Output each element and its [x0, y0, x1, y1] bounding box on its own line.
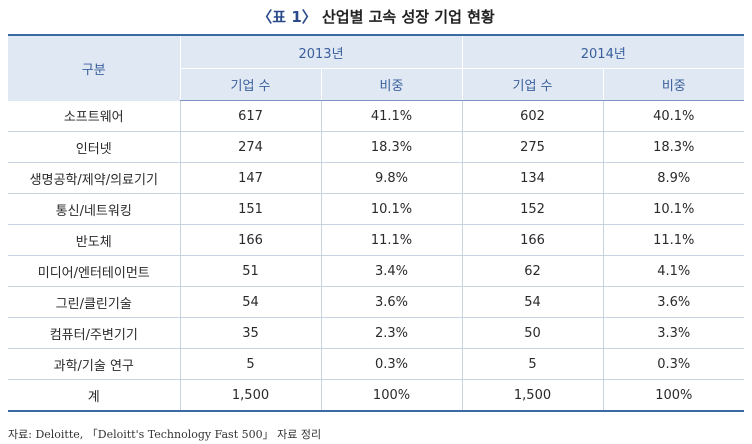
row-share-2013: 3.4%	[320, 255, 463, 287]
table-row: 소프트웨어 617 41.1% 602 40.1%	[8, 100, 745, 132]
row-share-2014: 18.3%	[602, 131, 745, 163]
row-count-2014: 134	[461, 162, 604, 194]
row-share-2014: 11.1%	[602, 224, 745, 256]
row-share-2013: 11.1%	[320, 224, 463, 256]
row-count-2014: 54	[461, 286, 604, 318]
header-category: 구분	[8, 34, 180, 101]
header-share-2013: 비중	[320, 68, 463, 101]
row-share-2013: 0.3%	[320, 348, 463, 380]
row-share-2013: 18.3%	[320, 131, 463, 163]
table-row: 인터넷 274 18.3% 275 18.3%	[8, 131, 745, 163]
table-row: 통신/네트워킹 151 10.1% 152 10.1%	[8, 193, 745, 225]
row-category: 소프트웨어	[8, 100, 180, 132]
row-count-2014: 166	[461, 224, 604, 256]
row-share-2013: 2.3%	[320, 317, 463, 349]
row-category: 통신/네트워킹	[8, 193, 180, 225]
table-row: 과학/기술 연구 5 0.3% 5 0.3%	[8, 348, 745, 380]
row-share-2014: 0.3%	[602, 348, 745, 380]
header-year-2013: 2013년	[179, 34, 463, 69]
row-count-2013: 147	[179, 162, 321, 194]
table-title: 〈표 1〉 산업별 고속 성장 기업 현황	[0, 6, 752, 27]
row-category: 인터넷	[8, 131, 180, 163]
table-row: 컴퓨터/주변기기 35 2.3% 50 3.3%	[8, 317, 745, 349]
header-count-2014: 기업 수	[461, 68, 604, 101]
row-count-2013: 54	[179, 286, 321, 318]
row-count-2014: 62	[461, 255, 604, 287]
row-share-2014: 8.9%	[602, 162, 745, 194]
row-share-2014: 3.3%	[602, 317, 745, 349]
table-body: 소프트웨어 617 41.1% 602 40.1% 인터넷 274 18.3% 275 18.3%…	[8, 100, 745, 412]
row-share-2013: 10.1%	[320, 193, 463, 225]
row-count-2013: 166	[179, 224, 321, 256]
row-category: 과학/기술 연구	[8, 348, 180, 380]
header-count-2013: 기업 수	[179, 68, 321, 101]
row-category: 생명공학/제약/의료기기	[8, 162, 180, 194]
row-count-2014: 50	[461, 317, 604, 349]
row-count-2013: 274	[179, 131, 321, 163]
row-category: 계	[8, 379, 180, 412]
row-category: 미디어/엔터테이먼트	[8, 255, 180, 287]
row-count-2013: 51	[179, 255, 321, 287]
table-row: 그린/클린기술 54 3.6% 54 3.6%	[8, 286, 745, 318]
table-row: 계 1,500 100% 1,500 100%	[8, 379, 745, 412]
table-row: 반도체 166 11.1% 166 11.1%	[8, 224, 745, 256]
row-share-2014: 3.6%	[602, 286, 745, 318]
row-share-2014: 4.1%	[602, 255, 745, 287]
industry-growth-table: 구분 2013년 2014년 기업 수 비중 기업 수 비중 소프트웨어 617 4…	[8, 34, 745, 412]
row-share-2013: 41.1%	[320, 100, 463, 132]
table-row: 미디어/엔터테이먼트 51 3.4% 62 4.1%	[8, 255, 745, 287]
row-category: 반도체	[8, 224, 180, 256]
source-note: 자료: Deloitte, 「Deloitt's Technology Fast…	[8, 428, 322, 441]
row-share-2014: 40.1%	[602, 100, 745, 132]
row-count-2014: 602	[461, 100, 604, 132]
table-title-text: 산업별 고속 성장 기업 현황	[322, 8, 495, 26]
row-count-2014: 1,500	[461, 379, 604, 412]
row-category: 그린/클린기술	[8, 286, 180, 318]
table-number-label: 〈표 1〉	[257, 8, 317, 26]
row-category: 컴퓨터/주변기기	[8, 317, 180, 349]
row-count-2013: 617	[179, 100, 321, 132]
row-count-2013: 35	[179, 317, 321, 349]
row-share-2013: 100%	[320, 379, 463, 412]
row-count-2014: 152	[461, 193, 604, 225]
row-share-2013: 3.6%	[320, 286, 463, 318]
row-count-2013: 1,500	[179, 379, 321, 412]
row-count-2014: 275	[461, 131, 604, 163]
row-share-2014: 10.1%	[602, 193, 745, 225]
row-count-2013: 5	[179, 348, 321, 380]
row-count-2013: 151	[179, 193, 321, 225]
table-row: 생명공학/제약/의료기기 147 9.8% 134 8.9%	[8, 162, 745, 194]
row-share-2013: 9.8%	[320, 162, 463, 194]
row-count-2014: 5	[461, 348, 604, 380]
row-share-2014: 100%	[602, 379, 745, 412]
header-year-2014: 2014년	[461, 34, 745, 69]
header-share-2014: 비중	[602, 68, 745, 101]
